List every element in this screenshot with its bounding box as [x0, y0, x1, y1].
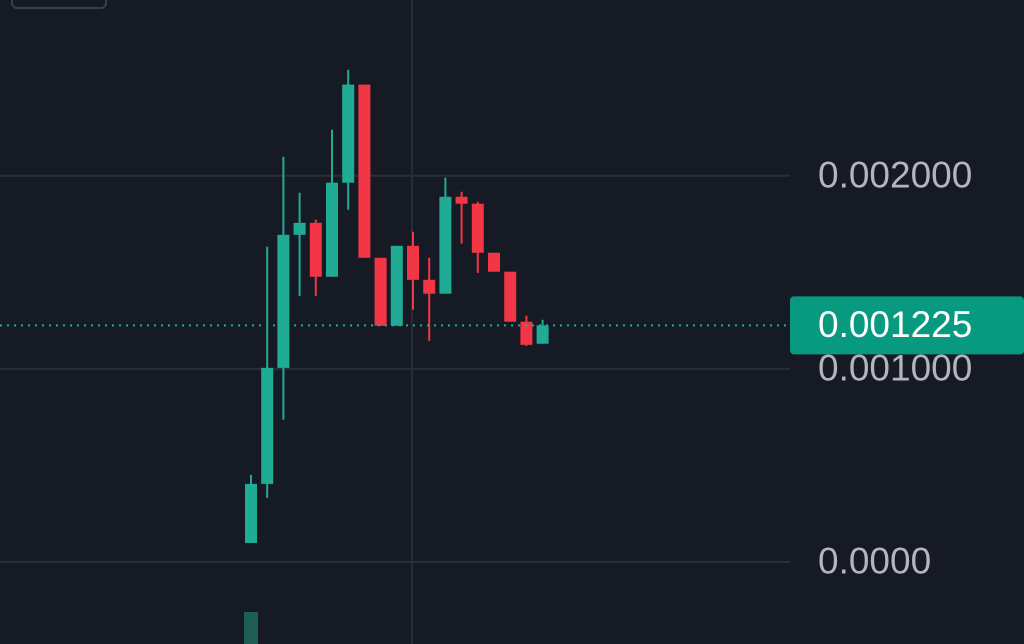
volume-bar — [244, 612, 258, 644]
candle-body — [342, 84, 355, 183]
candle-body — [536, 325, 549, 344]
candle-body — [471, 203, 484, 253]
candle-body — [390, 245, 403, 326]
candle-body — [358, 84, 371, 258]
candle-body — [520, 321, 533, 345]
candle-body — [309, 222, 322, 277]
candle-body — [488, 252, 500, 272]
price-label-box — [790, 296, 1024, 355]
candle-body — [439, 196, 452, 294]
candle-body — [423, 279, 436, 294]
toolbar-button[interactable] — [11, 0, 107, 9]
candle-body — [277, 234, 290, 368]
y-tick-label: 0.0000 — [818, 541, 931, 582]
candle-body — [245, 483, 257, 544]
candle-body — [326, 182, 338, 277]
candle-body — [293, 222, 306, 235]
y-tick-label: 0.002000 — [818, 155, 972, 196]
y-tick-label: 0.001000 — [818, 348, 972, 389]
price-label: 0.001225 — [818, 304, 972, 345]
candle-body — [374, 257, 387, 326]
candle-body — [504, 271, 517, 322]
candle-body — [407, 245, 419, 280]
candle-body — [261, 367, 274, 484]
candle-body — [455, 196, 468, 204]
